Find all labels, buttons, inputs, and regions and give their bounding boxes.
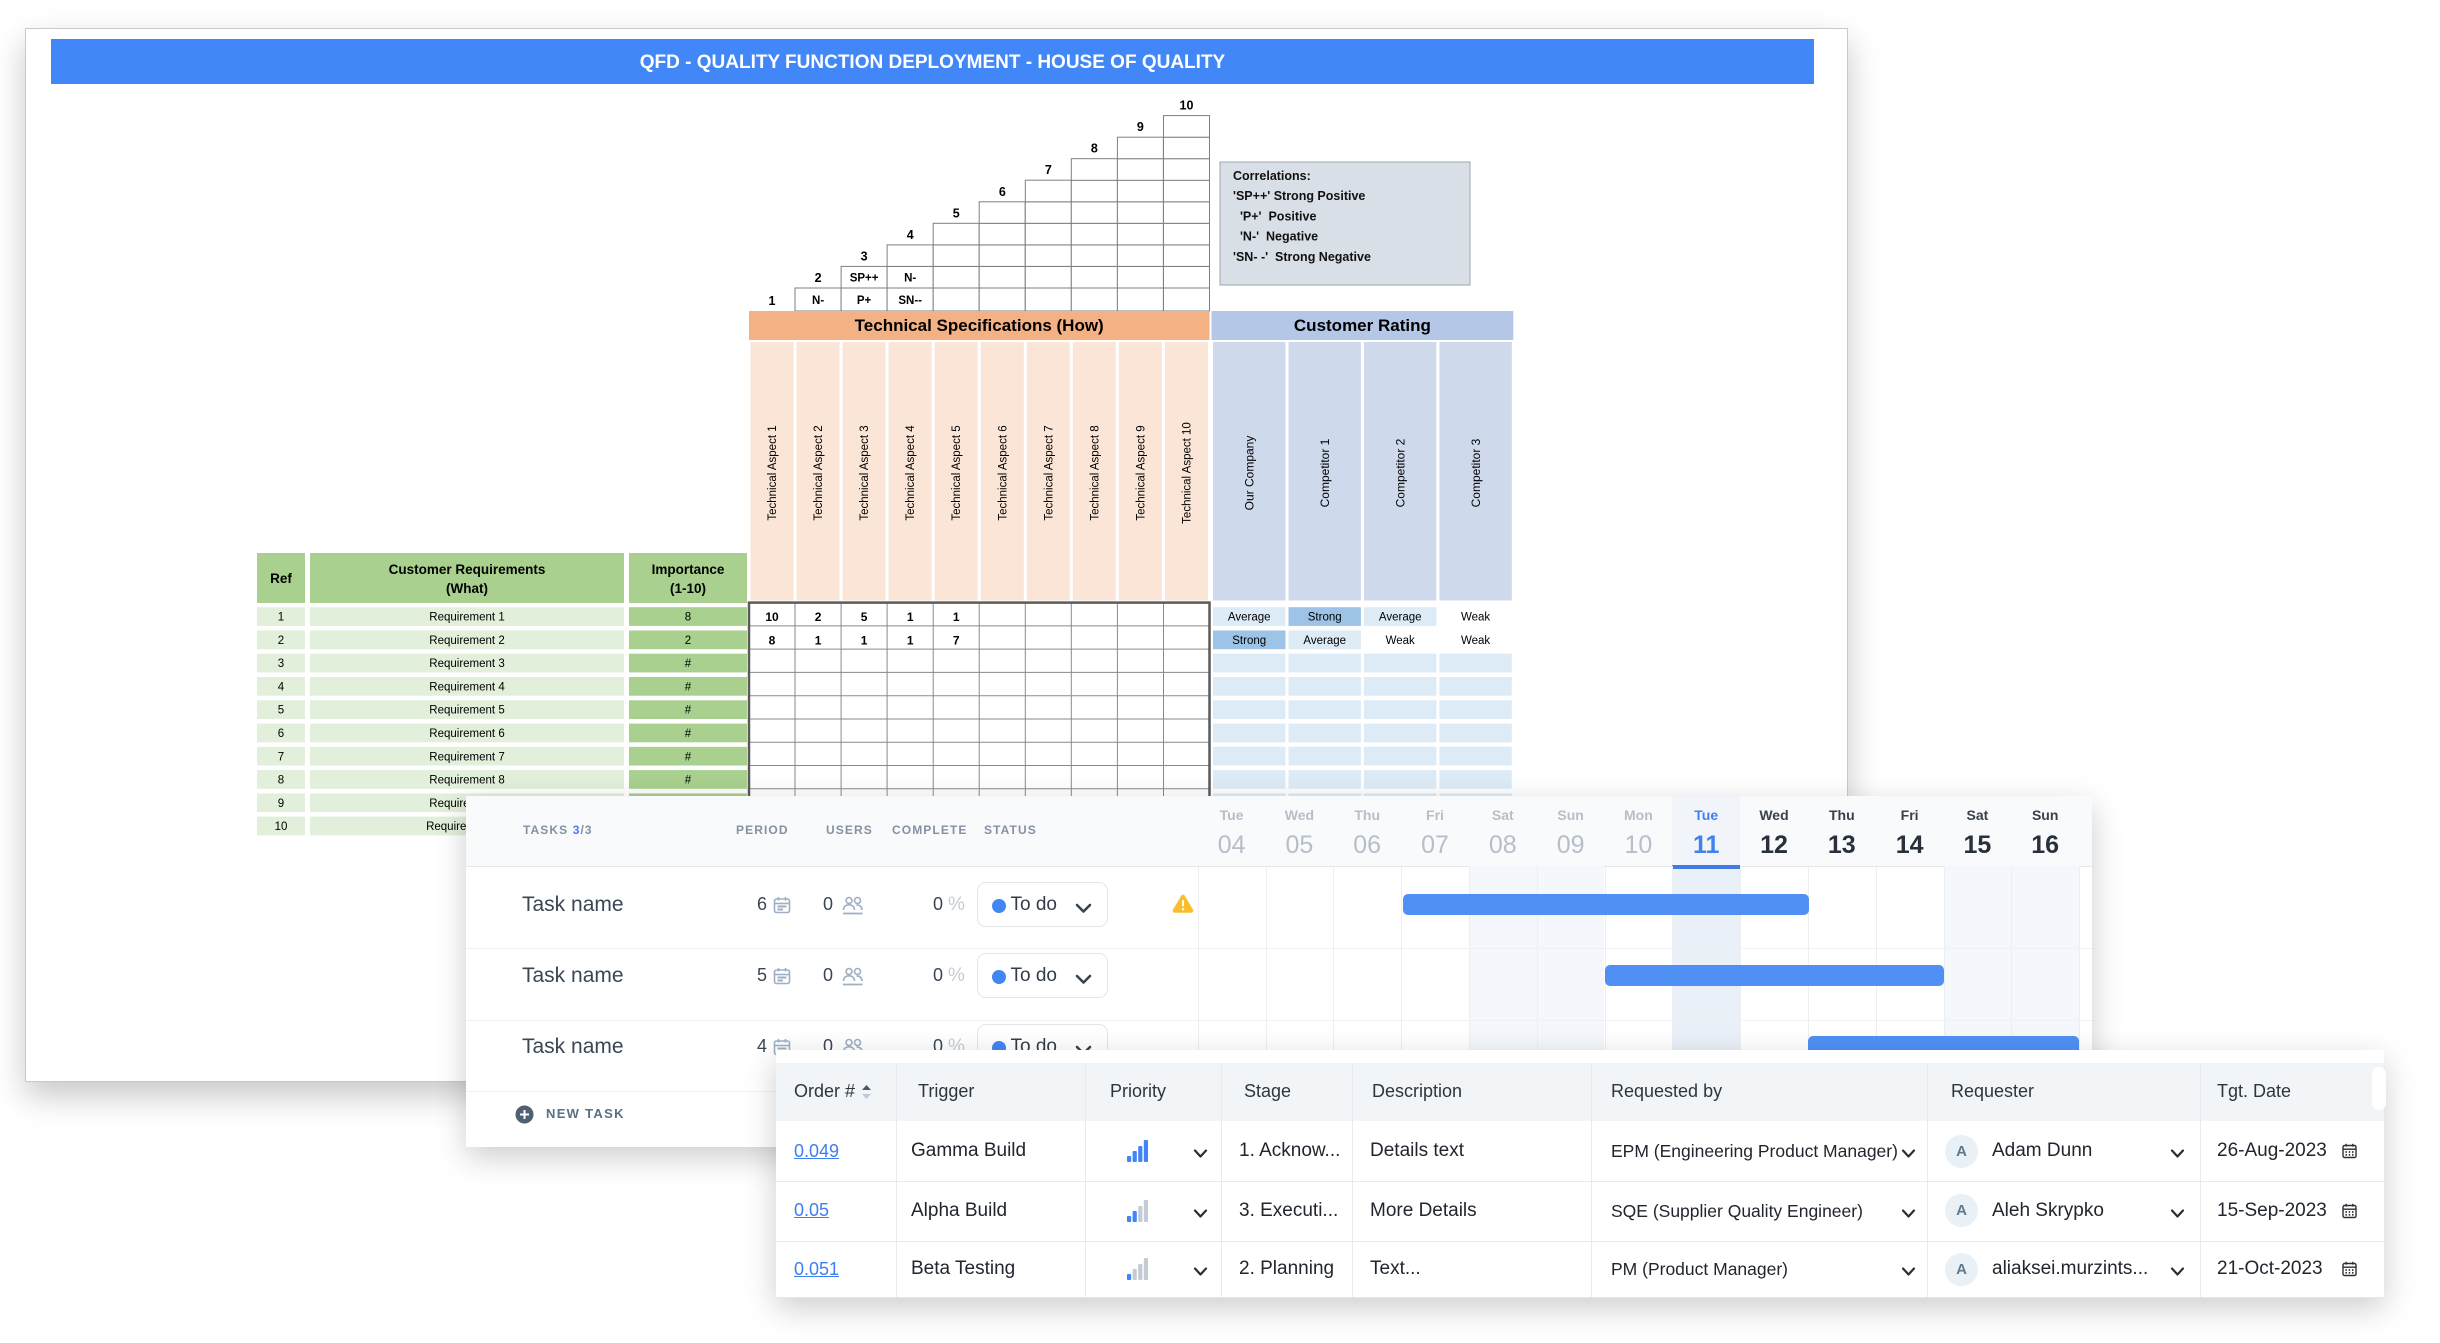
svg-text:Requirement 1: Requirement 1 bbox=[429, 612, 504, 624]
svg-text:Technical Aspect 7: Technical Aspect 7 bbox=[1043, 425, 1055, 520]
svg-text:Technical Aspect 6: Technical Aspect 6 bbox=[997, 425, 1009, 520]
svg-text:7: 7 bbox=[1045, 163, 1052, 177]
svg-text:8: 8 bbox=[1091, 142, 1098, 156]
svg-text:Average: Average bbox=[1228, 612, 1271, 624]
svg-text:Technical Aspect 9: Technical Aspect 9 bbox=[1135, 425, 1147, 520]
svg-text:Requirement 5: Requirement 5 bbox=[429, 705, 504, 717]
svg-text:1: 1 bbox=[953, 610, 960, 624]
svg-text:1: 1 bbox=[907, 633, 914, 647]
svg-text:5: 5 bbox=[953, 206, 960, 220]
svg-text:Technical Aspect 8: Technical Aspect 8 bbox=[1089, 425, 1101, 520]
svg-text:Technical Specifications (How): Technical Specifications (How) bbox=[855, 316, 1104, 335]
svg-text:Weak: Weak bbox=[1461, 612, 1490, 624]
svg-text:2: 2 bbox=[815, 610, 822, 624]
svg-text:Competitor 2: Competitor 2 bbox=[1393, 438, 1407, 507]
svg-text:3: 3 bbox=[861, 249, 868, 263]
svg-text:Importance: Importance bbox=[652, 562, 725, 577]
svg-text:Technical Aspect 3: Technical Aspect 3 bbox=[859, 425, 871, 520]
svg-text:Strong: Strong bbox=[1308, 612, 1342, 624]
svg-text:'N-' Negative: 'N-' Negative bbox=[1233, 230, 1318, 244]
svg-text:1: 1 bbox=[907, 610, 914, 624]
svg-text:10: 10 bbox=[765, 610, 779, 624]
svg-text:Technical Aspect 10: Technical Aspect 10 bbox=[1182, 422, 1194, 524]
svg-text:#: # bbox=[685, 705, 692, 717]
svg-text:P+: P+ bbox=[857, 295, 872, 307]
svg-text:Our Company: Our Company bbox=[1242, 436, 1256, 511]
svg-text:2: 2 bbox=[685, 635, 691, 647]
svg-text:N-: N- bbox=[904, 273, 916, 285]
svg-text:Requirement 2: Requirement 2 bbox=[429, 635, 504, 647]
svg-text:7: 7 bbox=[278, 751, 284, 763]
svg-text:(What): (What) bbox=[446, 581, 488, 596]
svg-text:Requirement 3: Requirement 3 bbox=[429, 658, 504, 670]
svg-text:Technical Aspect 2: Technical Aspect 2 bbox=[813, 425, 825, 520]
svg-text:5: 5 bbox=[861, 610, 868, 624]
svg-text:Requirement 7: Requirement 7 bbox=[429, 751, 504, 763]
svg-text:Correlations:: Correlations: bbox=[1233, 169, 1311, 183]
svg-text:Technical Aspect 4: Technical Aspect 4 bbox=[905, 425, 917, 521]
svg-text:7: 7 bbox=[953, 633, 960, 647]
svg-text:4: 4 bbox=[907, 228, 914, 242]
svg-text:Average: Average bbox=[1303, 635, 1346, 647]
svg-text:Technical Aspect 1: Technical Aspect 1 bbox=[767, 425, 779, 520]
svg-text:5: 5 bbox=[278, 705, 284, 717]
svg-text:2: 2 bbox=[278, 635, 284, 647]
svg-text:Customer Rating: Customer Rating bbox=[1294, 316, 1431, 335]
svg-text:Competitor 1: Competitor 1 bbox=[1318, 438, 1332, 507]
svg-text:3: 3 bbox=[278, 658, 284, 670]
svg-text:#: # bbox=[685, 775, 692, 787]
svg-text:'SN- -' Strong Negative: 'SN- -' Strong Negative bbox=[1233, 250, 1371, 264]
svg-text:Strong: Strong bbox=[1232, 635, 1266, 647]
svg-text:10: 10 bbox=[275, 821, 288, 833]
svg-text:#: # bbox=[685, 728, 692, 740]
svg-text:8: 8 bbox=[685, 612, 691, 624]
svg-text:10: 10 bbox=[1180, 99, 1194, 113]
svg-text:9: 9 bbox=[278, 798, 284, 810]
svg-text:Competitor 3: Competitor 3 bbox=[1469, 438, 1483, 507]
svg-text:Requirement 6: Requirement 6 bbox=[429, 728, 504, 740]
svg-text:(1-10): (1-10) bbox=[670, 581, 706, 596]
svg-text:#: # bbox=[685, 681, 692, 693]
svg-text:N-: N- bbox=[812, 295, 824, 307]
svg-text:SN--: SN-- bbox=[898, 295, 922, 307]
svg-text:9: 9 bbox=[1137, 120, 1144, 134]
svg-text:6: 6 bbox=[999, 185, 1006, 199]
svg-text:1: 1 bbox=[861, 633, 868, 647]
svg-text:8: 8 bbox=[769, 633, 776, 647]
svg-text:'P+' Positive: 'P+' Positive bbox=[1233, 209, 1316, 223]
svg-text:Ref: Ref bbox=[270, 571, 292, 586]
svg-text:4: 4 bbox=[278, 681, 285, 693]
svg-text:Customer Requirements: Customer Requirements bbox=[389, 562, 546, 577]
svg-text:8: 8 bbox=[278, 775, 284, 787]
svg-text:#: # bbox=[685, 751, 692, 763]
svg-text:Requirement 8: Requirement 8 bbox=[429, 775, 504, 787]
svg-text:1: 1 bbox=[769, 294, 776, 308]
svg-text:Requirement 4: Requirement 4 bbox=[429, 681, 505, 693]
svg-text:Average: Average bbox=[1379, 612, 1422, 624]
svg-text:Weak: Weak bbox=[1461, 635, 1490, 647]
svg-text:6: 6 bbox=[278, 728, 284, 740]
svg-text:1: 1 bbox=[278, 612, 284, 624]
svg-text:#: # bbox=[685, 658, 692, 670]
svg-text:Technical Aspect 5: Technical Aspect 5 bbox=[951, 425, 963, 520]
svg-text:2: 2 bbox=[815, 271, 822, 285]
svg-text:1: 1 bbox=[815, 633, 822, 647]
svg-text:QFD - QUALITY FUNCTION DEPLOYM: QFD - QUALITY FUNCTION DEPLOYMENT - HOUS… bbox=[640, 52, 1226, 73]
svg-text:'SP++' Strong Positive: 'SP++' Strong Positive bbox=[1233, 189, 1365, 203]
svg-text:SP++: SP++ bbox=[850, 273, 879, 285]
svg-text:Weak: Weak bbox=[1386, 635, 1415, 647]
